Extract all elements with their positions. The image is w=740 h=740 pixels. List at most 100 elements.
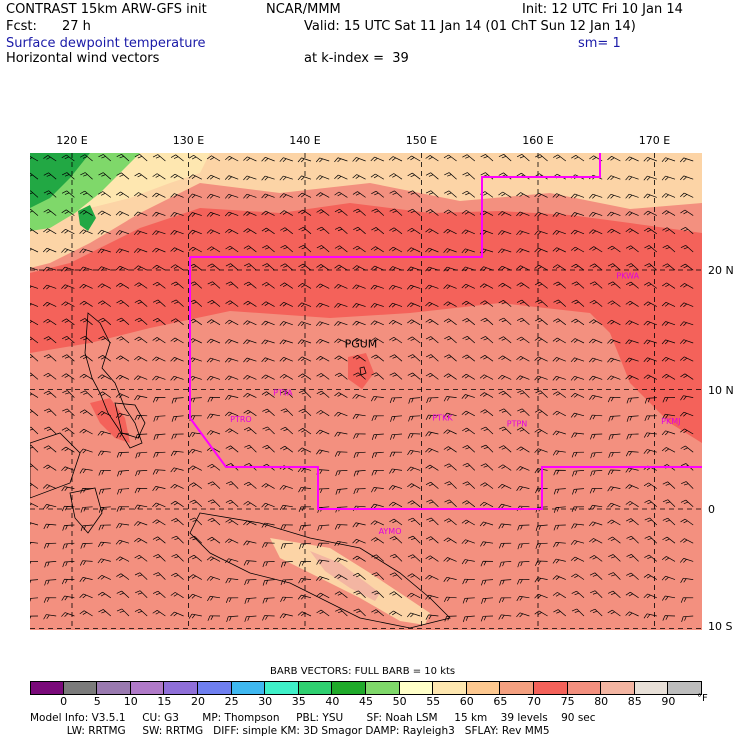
wind-barb [116,153,130,162]
wind-barb [44,542,57,549]
color-bar-tick: 5 [93,695,101,708]
wind-barb [316,192,330,198]
wind-barb [425,301,439,307]
wind-barb [680,373,694,380]
wind-barb [207,300,221,307]
wind-barb [407,573,421,580]
wind-barb [279,210,293,216]
wind-barb [171,554,184,562]
wind-barb [97,591,111,599]
color-bar-tick: 60 [459,695,474,708]
wind-barb [370,337,384,344]
wind-barb [226,481,239,489]
wind-barb [243,375,257,380]
wind-barb [370,503,384,509]
wind-barb [152,609,166,617]
wind-barb [152,211,166,217]
wind-barb [608,433,621,441]
wind-barb [42,247,57,253]
wind-barb [171,281,184,289]
wind-barb [170,247,184,253]
wind-barb [170,484,184,489]
wind-barb [115,230,130,235]
wind-barb [498,191,512,198]
wind-barb [334,338,348,344]
wind-barb [262,542,275,548]
wind-barb [498,542,512,549]
wind-barb [608,415,621,422]
wind-barb [353,433,366,439]
wind-barb [353,451,366,459]
wind-barb [297,467,312,473]
wind-barb [462,597,475,604]
wind-barb [133,211,148,217]
wind-barb [407,227,421,235]
color-bar-tick: 40 [325,695,340,708]
wind-barb [317,524,330,531]
wind-barb [297,302,312,308]
wind-barb [298,561,312,567]
wind-barb [262,408,275,417]
wind-barb [370,303,384,308]
wind-barb [480,615,494,622]
wind-barb [225,428,239,435]
wind-barb [30,579,39,586]
wind-barb [261,175,275,181]
wind-barb [261,483,275,489]
wind-barb [643,227,658,235]
wind-barb [479,283,494,289]
wind-barb [516,375,530,381]
wind-barb [152,299,166,307]
wind-barb [680,577,694,584]
wind-barb [461,427,476,435]
color-bar-swatch [332,682,366,694]
wind-barb [79,154,93,162]
wind-barb [97,283,111,289]
wind-barb [225,445,239,453]
wind-barb [572,488,585,495]
color-bar-swatch [63,682,98,694]
wind-barb [152,397,166,403]
wind-barb [680,538,694,544]
wind-barb [425,481,439,489]
color-bar-swatch [399,682,434,694]
wind-barb [207,536,221,544]
wind-barb [370,156,384,162]
wind-barb [97,558,111,564]
wind-barb [443,284,457,290]
wind-barb [425,464,439,471]
field-name-dewpoint: Surface dewpoint temperature [6,36,206,51]
valid-time: Valid: 15 UTC Sat 11 Jan 14 (01 ChT Sun … [304,19,636,34]
wind-barb [243,520,257,526]
wind-barb [389,354,403,362]
wind-barb [297,175,312,181]
wind-barb [335,470,348,477]
wind-barb [79,560,93,566]
wind-barb [61,172,75,180]
wind-barb [644,397,657,404]
wind-barb [61,612,75,617]
wind-barb [352,522,366,528]
color-bar-swatch [197,682,232,694]
wind-barb [135,470,148,477]
wind-barb [680,395,694,401]
wind-barb [97,300,112,307]
wind-barb [534,428,548,435]
wind-barb [42,284,57,290]
wind-barb [571,573,585,580]
wind-barb [408,535,421,544]
wind-barb [188,465,202,471]
wind-barb [608,572,621,580]
color-bar-swatch [466,682,501,694]
color-bar-tick: 85 [627,695,642,708]
wind-barb [443,576,457,582]
domain-boundaries [189,153,702,510]
color-bar-tick: 55 [426,695,441,708]
wind-barb [135,451,148,459]
wind-barb [626,415,639,422]
color-bar-tick: 90 [661,695,676,708]
wind-barb [680,499,694,508]
wind-barb [644,282,658,289]
wind-barb [315,175,330,180]
wind-barb [388,246,403,253]
